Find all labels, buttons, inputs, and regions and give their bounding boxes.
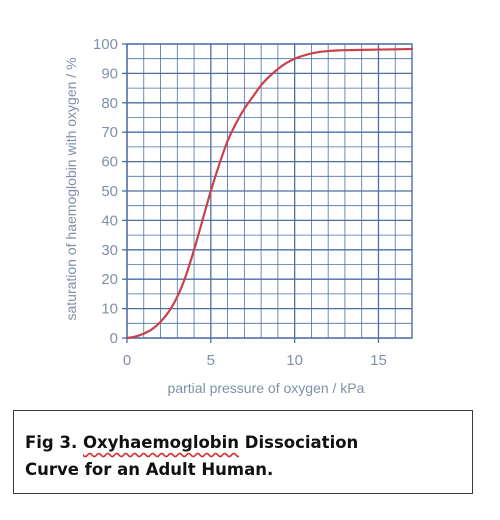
- y-tick-label: 30: [101, 242, 118, 259]
- dissociation-curve-line: [125, 47, 414, 340]
- y-tick-label: 0: [110, 330, 118, 347]
- caption-line2: Curve for an Adult Human.: [25, 460, 274, 479]
- y-tick-label: 80: [101, 95, 118, 112]
- y-tick-label: 10: [101, 301, 118, 318]
- x-tick-label: 15: [370, 352, 387, 369]
- x-tick-label: 5: [207, 352, 215, 369]
- x-tick-label: 10: [286, 352, 303, 369]
- caption-line1-rest: Dissociation: [239, 433, 359, 452]
- caption-flagged-word: Oxyhaemoglobin: [82, 433, 240, 452]
- y-tick-label: 50: [101, 183, 118, 200]
- figure-caption-box: Fig 3. Oxyhaemoglobin Dissociation Curve…: [13, 410, 473, 494]
- y-tick-label: 70: [101, 124, 118, 141]
- y-tick-label: 20: [101, 271, 118, 288]
- y-tick-label: 90: [101, 65, 118, 82]
- y-tick-label: 100: [93, 36, 118, 53]
- x-axis-title: partial pressure of oxygen / kPa: [168, 380, 365, 396]
- x-tick-label: 0: [123, 352, 131, 369]
- y-tick-label: 40: [101, 212, 118, 229]
- curve-layer: [125, 47, 414, 340]
- oxyhaemoglobin-chart: 0 10 20 30 40 50 60 70 80 90 100 0 5 10 15 saturation …: [63, 36, 414, 396]
- y-axis-title: saturation of haemoglobin with oxygen / …: [63, 57, 79, 320]
- caption-prefix: Fig 3.: [25, 433, 83, 452]
- y-tick-label: 60: [101, 154, 118, 171]
- figure-caption: Fig 3. Oxyhaemoglobin Dissociation Curve…: [25, 429, 465, 483]
- grid: [126, 43, 413, 339]
- tick-labels: 0 10 20 30 40 50 60 70 80 90 100 0 5 10 15: [93, 36, 387, 369]
